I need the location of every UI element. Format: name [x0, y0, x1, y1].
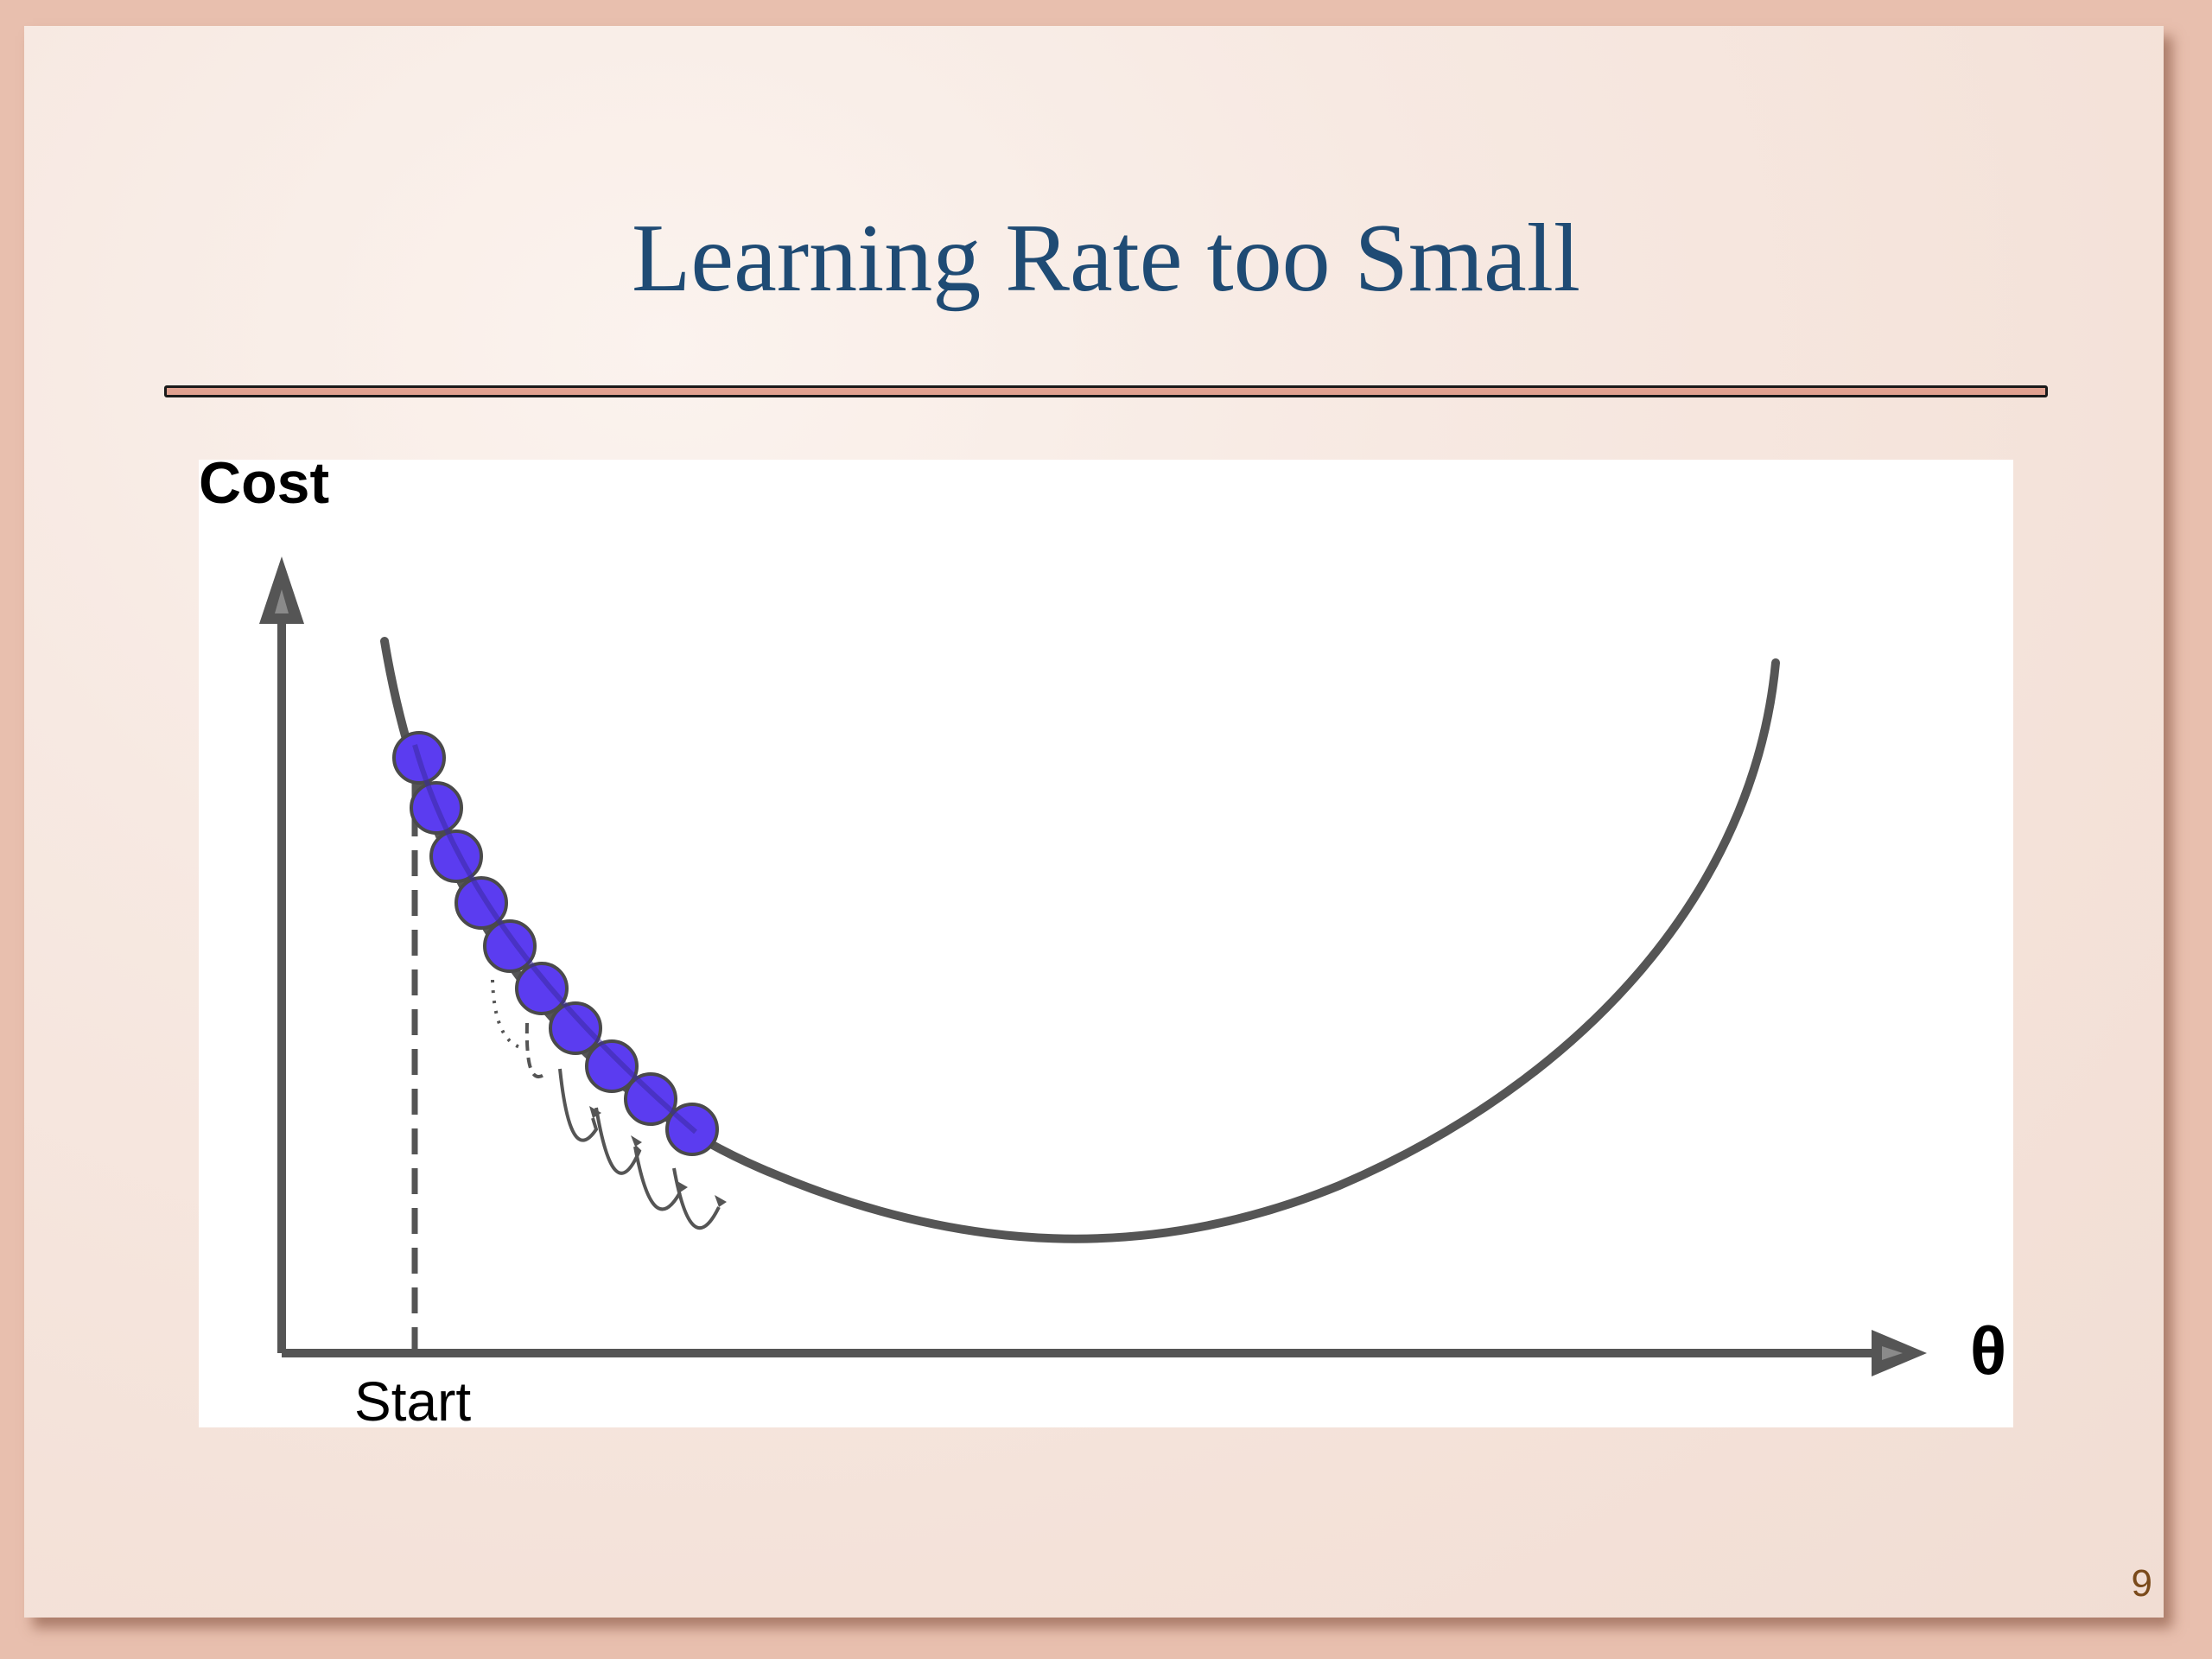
- dotted-step-arrow: [491, 979, 521, 1049]
- step-arrow: [672, 1167, 721, 1230]
- slide-title: Learning Rate too Small: [632, 205, 1580, 312]
- step-ball: [624, 1072, 677, 1126]
- gradient-descent-diagram: Cost θ Start: [199, 460, 2013, 1427]
- y-axis-label: Cost: [199, 460, 329, 516]
- page-number: 9: [2131, 1562, 2152, 1605]
- start-label: Start: [354, 1370, 471, 1427]
- step-ball: [429, 830, 483, 883]
- step-ball: [515, 962, 569, 1015]
- x-axis-label: θ: [1970, 1313, 2006, 1389]
- dashed-step-arrow: [524, 1022, 548, 1079]
- step-ball: [585, 1039, 639, 1093]
- step-ball: [483, 919, 537, 973]
- title-divider: [164, 385, 2048, 397]
- step-arrow: [633, 1146, 682, 1211]
- cost-curve: [380, 637, 1780, 1243]
- curve-overlay: [412, 744, 697, 1135]
- step-arrow: [558, 1068, 599, 1142]
- descent-steps: [392, 731, 719, 1156]
- step-ball: [549, 1001, 602, 1055]
- diagram-canvas: Cost θ Start: [199, 460, 2006, 1427]
